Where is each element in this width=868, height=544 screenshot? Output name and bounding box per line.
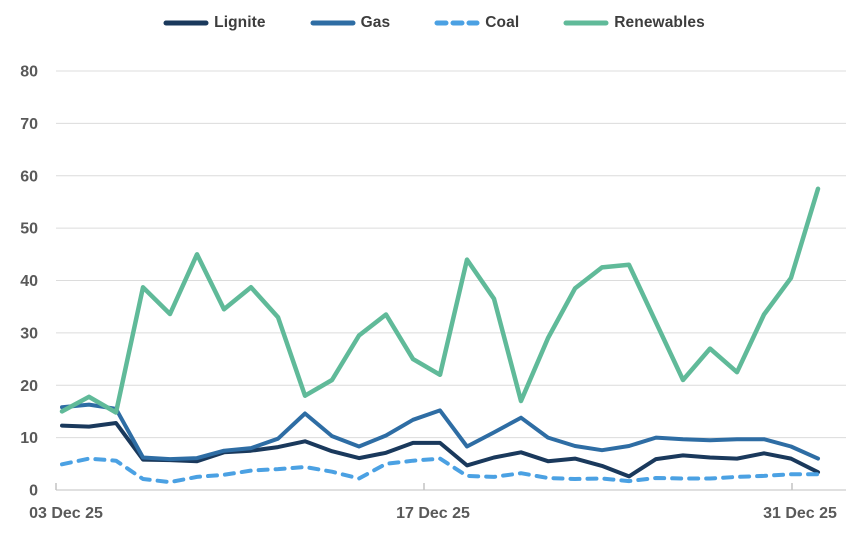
legend-label-lignite: Lignite xyxy=(214,14,266,31)
legend-swatch-gas xyxy=(310,20,356,26)
legend-swatch-coal xyxy=(434,20,480,26)
legend-item-gas[interactable]: Gas xyxy=(310,14,391,32)
y-tick-label: 20 xyxy=(20,378,38,395)
y-tick-label: 40 xyxy=(20,273,38,290)
legend-swatch-renewables xyxy=(563,20,609,26)
legend-swatch-lignite xyxy=(163,20,209,26)
chart-legend: Lignite Gas Coal Renewables xyxy=(0,14,868,32)
legend-label-gas: Gas xyxy=(360,14,391,31)
series-line-lignite xyxy=(60,421,820,479)
y-tick-label: 0 xyxy=(29,483,38,500)
series-line-gas xyxy=(60,402,820,462)
series-line-coal xyxy=(60,456,820,485)
legend-item-renewables[interactable]: Renewables xyxy=(563,14,705,32)
y-tick-label: 60 xyxy=(20,168,38,185)
legend-item-lignite[interactable]: Lignite xyxy=(163,14,266,32)
legend-label-coal: Coal xyxy=(485,14,520,31)
legend-item-coal[interactable]: Coal xyxy=(434,14,519,32)
series-line-renewables xyxy=(59,186,821,415)
y-tick-label: 30 xyxy=(20,325,38,342)
x-tick-label: 03 Dec 25 xyxy=(29,505,103,522)
y-tick-label: 50 xyxy=(20,221,38,238)
y-tick-label: 10 xyxy=(20,430,38,447)
legend-label-renewables: Renewables xyxy=(614,14,705,31)
x-tick-label: 31 Dec 25 xyxy=(763,505,837,522)
y-tick-label: 80 xyxy=(20,64,38,81)
y-tick-label: 70 xyxy=(20,116,38,133)
x-tick-label: 17 Dec 25 xyxy=(396,505,470,522)
